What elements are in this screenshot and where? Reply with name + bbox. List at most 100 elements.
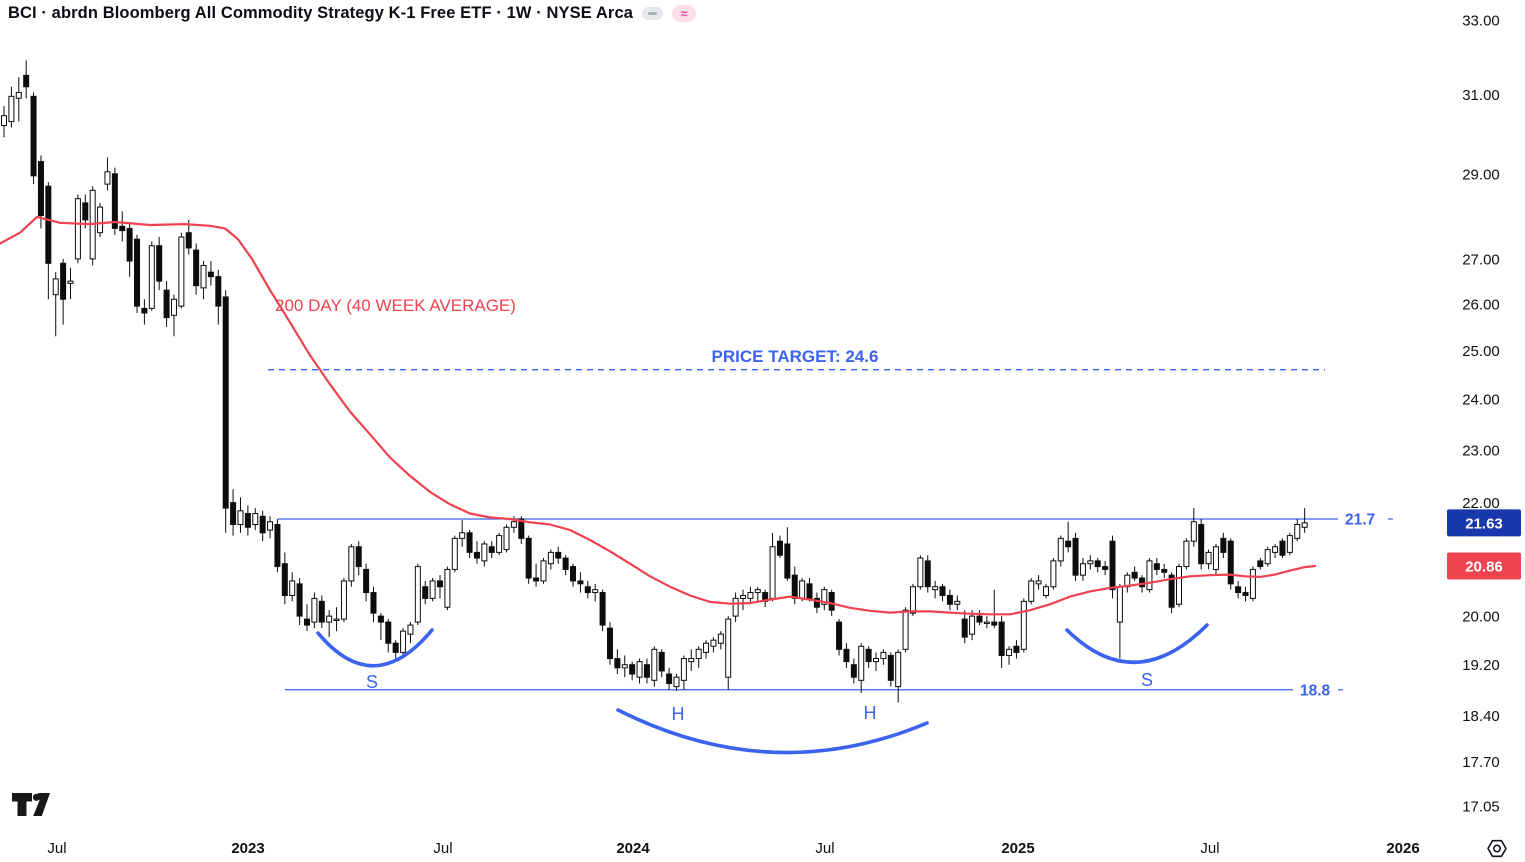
candle-body — [370, 592, 377, 614]
candle-body — [318, 600, 325, 623]
candle-body — [222, 296, 229, 509]
candle-body — [806, 583, 813, 599]
time-axis-month-label[interactable]: Jul — [47, 840, 66, 857]
candle-body — [1168, 574, 1175, 608]
pattern-low-price-label: 18.8 — [1300, 682, 1331, 699]
time-axis-month-label[interactable]: Jul — [1200, 840, 1219, 857]
candle-body — [170, 298, 177, 316]
candle-body — [97, 206, 104, 234]
candle-body — [740, 594, 746, 599]
candle-body — [710, 639, 717, 647]
time-axis-year-label[interactable]: 2025 — [1001, 840, 1034, 857]
candle-body — [67, 280, 74, 284]
candle-body — [1198, 524, 1205, 565]
candle-body — [437, 580, 444, 588]
head-shoulders-arcs[interactable] — [316, 623, 1209, 755]
annotation-labels: 200 DAY (40 WEEK AVERAGE) PRICE TARGET: 2… — [275, 296, 1375, 724]
time-axis-year-label[interactable]: 2026 — [1386, 840, 1419, 857]
time-axis-month-label[interactable]: Jul — [815, 840, 834, 857]
candle-body — [30, 95, 37, 177]
price-axis-label: 17.05 — [1462, 799, 1500, 816]
time-axis-year-label[interactable]: 2023 — [231, 840, 264, 857]
candle-body — [163, 289, 170, 319]
candle-body — [1072, 537, 1079, 576]
candle-body — [887, 654, 894, 681]
candle-body — [237, 510, 244, 526]
candle-body — [725, 618, 732, 678]
candle-body — [976, 615, 983, 623]
time-axis-year-label[interactable]: 2024 — [616, 840, 650, 857]
horizontal-levels[interactable] — [268, 368, 1393, 691]
candle-body — [274, 524, 281, 568]
candle-body — [570, 566, 577, 582]
settings-gear-icon[interactable] — [1487, 839, 1507, 858]
ma-value-badge-text: 20.86 — [1465, 559, 1503, 576]
candle-body — [496, 535, 503, 553]
price-axis-label: 27.00 — [1462, 251, 1500, 268]
minimize-pill-button[interactable] — [642, 7, 664, 20]
candle-body — [510, 521, 517, 528]
candle-body — [326, 615, 333, 623]
candle-body — [584, 586, 591, 594]
candle-body — [119, 225, 126, 232]
pattern-letter-label: H — [672, 704, 685, 724]
candle-body — [363, 568, 370, 594]
candle-body — [651, 648, 658, 681]
candle-body — [592, 589, 599, 594]
candle-body — [695, 648, 702, 660]
approx-pill-button[interactable]: ≈ — [672, 5, 697, 22]
candle-body — [1161, 568, 1168, 573]
candle-body — [754, 589, 761, 594]
candle-body — [717, 633, 724, 644]
candle-body — [289, 580, 296, 596]
head-arc — [616, 708, 929, 755]
ma-line-path — [0, 215, 1317, 616]
candle-body — [45, 185, 52, 264]
candle-body — [784, 543, 791, 579]
candle-body — [74, 198, 81, 260]
candle-body — [466, 532, 473, 553]
neckline-price-label: 21.7 — [1345, 512, 1375, 529]
candle-body — [540, 560, 547, 582]
time-axis-month-label[interactable]: Jul — [433, 840, 452, 857]
last-price-badge — [1447, 509, 1521, 537]
candle-body — [111, 173, 118, 229]
candle-body — [828, 592, 835, 611]
time-axis[interactable]: Jul 2023 Jul 2024 Jul 2025 Jul 2026 — [47, 840, 1419, 857]
candle-body — [459, 532, 466, 539]
candle-body — [1190, 521, 1197, 542]
ma-label: 200 DAY (40 WEEK AVERAGE) — [275, 296, 516, 315]
moving-average-line[interactable] — [0, 215, 1317, 616]
candle-body — [1249, 568, 1256, 599]
candle-body — [1294, 524, 1301, 539]
candle-body — [1087, 560, 1094, 565]
candle-body — [836, 621, 843, 650]
candle-body — [1264, 549, 1271, 565]
price-axis-label: 25.00 — [1462, 343, 1500, 360]
pattern-letter-label: S — [366, 672, 378, 692]
candle-body — [636, 661, 643, 678]
candle-body — [333, 618, 340, 622]
candle-body — [673, 676, 680, 688]
candle-body — [400, 630, 407, 653]
candle-body — [1235, 586, 1242, 594]
candle-body — [1065, 540, 1072, 548]
candle-body — [104, 171, 111, 185]
candle-body — [281, 563, 288, 596]
price-axis[interactable]: 33.00 31.00 29.00 27.00 26.00 25.00 24.00 23.00… — [1462, 13, 1500, 816]
tradingview-logo[interactable] — [12, 793, 50, 816]
candle-body — [909, 586, 916, 614]
last-price-badge-text: 21.63 — [1465, 515, 1503, 532]
candle-body — [82, 202, 89, 221]
candle-body — [230, 502, 237, 526]
price-axis-label: 33.00 — [1462, 13, 1500, 30]
candle-body — [296, 583, 303, 617]
candle-body — [244, 513, 251, 528]
candle-body — [703, 642, 710, 653]
candle-body — [865, 648, 872, 663]
candle-body — [1176, 566, 1183, 605]
candle-body — [954, 600, 961, 605]
candle-body — [621, 664, 628, 669]
